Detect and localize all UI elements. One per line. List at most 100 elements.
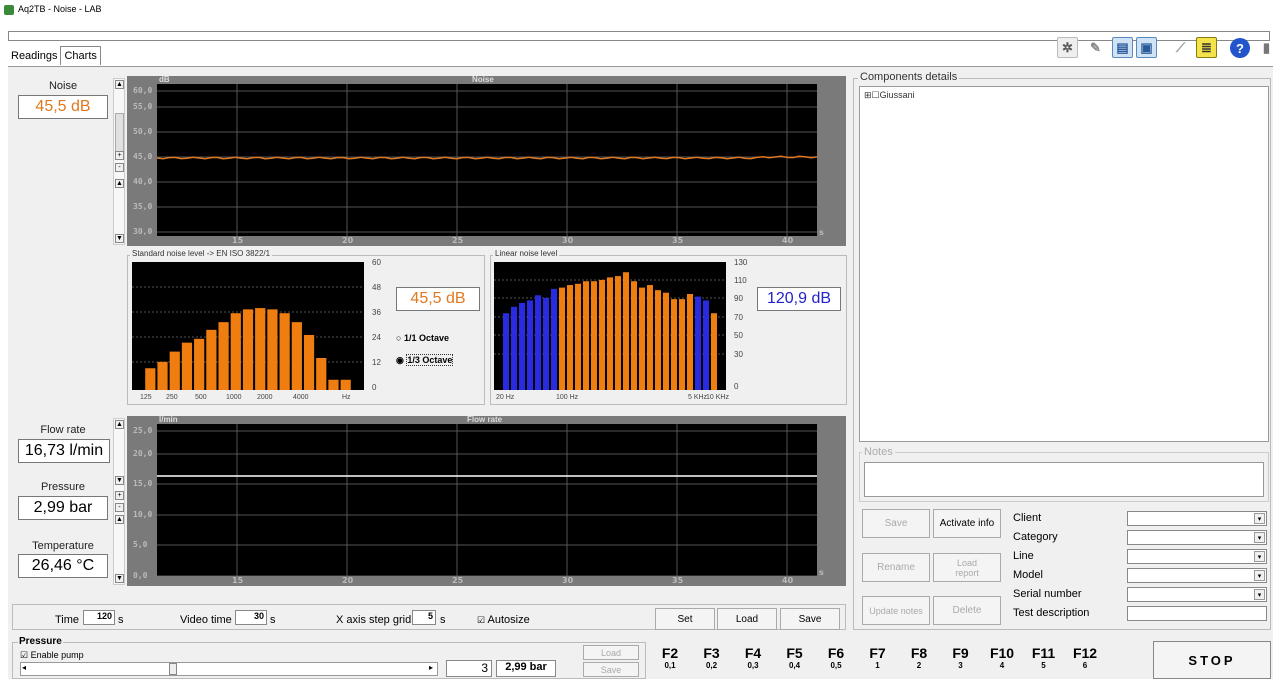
pressure-load-button[interactable]: Load (583, 645, 639, 660)
fkey-f10-button[interactable]: F10 4 (987, 645, 1017, 677)
x-unit-label: s (819, 228, 824, 237)
std-noise-title: Standard noise level -> EN ISO 3822/1 (130, 249, 273, 258)
tools-icon[interactable]: ⟋ (1175, 39, 1186, 55)
spectrum-bar (316, 358, 327, 390)
fkey-label: F12 (1072, 645, 1098, 661)
noise-scrollbar[interactable]: ▲ + - ▲ ▼ (113, 78, 125, 245)
x-tick-label: 20 (342, 576, 354, 585)
fkey-f2-button[interactable]: F2 0,1 (655, 645, 685, 677)
time-input[interactable]: 120 (83, 610, 115, 625)
fkey-f3-button[interactable]: F3 0,2 (697, 645, 727, 677)
pressure-step-input[interactable]: 3 (446, 660, 492, 677)
field-combo[interactable]: ▾ (1127, 530, 1267, 545)
activate-info-button[interactable]: Activate info (933, 509, 1001, 538)
octave-1-1-label: 1/1 Octave (403, 333, 449, 343)
test-description-input[interactable] (1127, 606, 1267, 621)
scroll-up-icon[interactable]: ▲ (115, 80, 124, 89)
zoom-in-icon[interactable]: + (115, 151, 124, 160)
dropdown-arrow-icon[interactable]: ▾ (1254, 532, 1265, 543)
fkey-label: F5 (786, 645, 803, 661)
pen-icon[interactable]: ✎ (1090, 39, 1101, 55)
dropdown-arrow-icon[interactable]: ▾ (1254, 513, 1265, 524)
dropdown-arrow-icon[interactable]: ▾ (1254, 570, 1265, 581)
slider-thumb[interactable] (169, 663, 177, 675)
computers-icon[interactable]: ▤ (1112, 37, 1133, 58)
video-time-input[interactable]: 30 (235, 610, 267, 625)
fkey-f5-button[interactable]: F5 0,4 (780, 645, 810, 677)
scroll-down-icon[interactable]: ▼ (115, 234, 124, 243)
update-notes-button[interactable]: Update notes (862, 596, 930, 625)
pressure-slider[interactable]: ◂ ▸ (20, 662, 438, 676)
fkey-value: 0,1 (664, 661, 676, 670)
y-tick-label: 90 (734, 294, 743, 303)
monitor-icon[interactable]: ▣ (1136, 37, 1157, 58)
expand-icon[interactable]: ⊞ (864, 90, 872, 100)
field-combo[interactable]: ▾ (1127, 568, 1267, 583)
fkey-f9-button[interactable]: F9 3 (946, 645, 976, 677)
top-input-bar[interactable] (8, 31, 1270, 41)
slider-right-icon[interactable]: ▸ (429, 663, 434, 672)
fkey-f12-button[interactable]: F12 6 (1070, 645, 1100, 677)
zoom-in-icon[interactable]: + (115, 491, 124, 500)
document-icon[interactable]: ≣ (1196, 37, 1217, 58)
tab-charts[interactable]: Charts (60, 46, 101, 65)
octave-1-1-radio[interactable]: ○ 1/1 Octave (396, 333, 449, 343)
dropdown-arrow-icon[interactable]: ▾ (1254, 551, 1265, 562)
field-combo[interactable]: ▾ (1127, 511, 1267, 526)
fkey-f11-button[interactable]: F11 5 (1029, 645, 1059, 677)
components-tree[interactable]: ⊞☐Giussani (859, 86, 1269, 442)
scroll-up-icon[interactable]: ▲ (115, 515, 124, 524)
x-grid-label: X axis step grid (336, 614, 412, 626)
notes-textarea[interactable] (864, 462, 1264, 497)
dropdown-arrow-icon[interactable]: ▾ (1254, 589, 1265, 600)
tab-readings[interactable]: Readings (11, 50, 58, 62)
fkey-f7-button[interactable]: F7 1 (863, 645, 893, 677)
x-grid-input[interactable]: 5 (412, 610, 436, 625)
fkey-f4-button[interactable]: F4 0,3 (738, 645, 768, 677)
load-report-button[interactable]: Load report (933, 553, 1001, 582)
time-unit: s (118, 614, 124, 626)
spectrum-bar (157, 361, 168, 390)
zoom-out-icon[interactable]: - (115, 503, 124, 512)
autosize-checkbox[interactable]: ☑ Autosize (477, 614, 530, 626)
stop-button[interactable]: STOP (1153, 641, 1271, 679)
field-combo[interactable]: ▾ (1127, 587, 1267, 602)
octave-1-3-radio[interactable]: ◉ 1/3 Octave (396, 354, 454, 366)
spectrum-bar (267, 309, 278, 390)
fkey-f6-button[interactable]: F6 0,5 (821, 645, 851, 677)
rename-button[interactable]: Rename (862, 553, 930, 582)
x-tick-label: 25 (452, 576, 464, 585)
checkbox-icon[interactable]: ☐ (871, 90, 880, 100)
enable-pump-checkbox[interactable]: ☑ Enable pump (20, 650, 84, 661)
x-tick-label: 125 (140, 394, 152, 401)
slider-left-icon[interactable]: ◂ (22, 663, 27, 672)
flow-chart: l/min Flow rate 25,0 20,0 15,0 10,0 5,0 0,0 1… (127, 415, 846, 586)
video-time-unit: s (270, 614, 276, 626)
network-icon[interactable]: ✲ (1057, 37, 1078, 58)
field-combo[interactable]: ▾ (1127, 549, 1267, 564)
field-label: Line (1013, 550, 1034, 562)
scroll-up-icon[interactable]: ▲ (115, 420, 124, 429)
scroll-down-icon[interactable]: ▼ (115, 574, 124, 583)
component-save-button[interactable]: Save (862, 509, 930, 538)
scroll-up-icon[interactable]: ▲ (115, 179, 124, 188)
x-tick-label: 35 (672, 576, 684, 585)
help-icon[interactable]: ? (1230, 38, 1250, 58)
y-tick-label: 20,0 (133, 449, 153, 458)
flow-scrollbar[interactable]: ▲ ▼ + - ▲ ▼ (113, 418, 125, 585)
scroll-down-icon[interactable]: ▼ (115, 476, 124, 485)
tree-item-giussani[interactable]: ⊞☐Giussani (864, 90, 915, 101)
lin-noise-bars (494, 272, 726, 390)
load-button[interactable]: Load (717, 608, 777, 630)
delete-button[interactable]: Delete (933, 596, 1001, 625)
spectrum-bar (551, 288, 557, 390)
y-tick-label: 40,0 (133, 177, 153, 186)
zoom-out-icon[interactable]: - (115, 163, 124, 172)
pressure-save-button[interactable]: Save (583, 662, 639, 677)
exit-icon[interactable]: ▮ (1262, 39, 1271, 55)
set-button[interactable]: Set (655, 608, 715, 630)
tab-bar: Readings Charts (8, 46, 101, 66)
spectrum-bar (194, 338, 205, 390)
fkey-f8-button[interactable]: F8 2 (904, 645, 934, 677)
save-button[interactable]: Save (780, 608, 840, 630)
